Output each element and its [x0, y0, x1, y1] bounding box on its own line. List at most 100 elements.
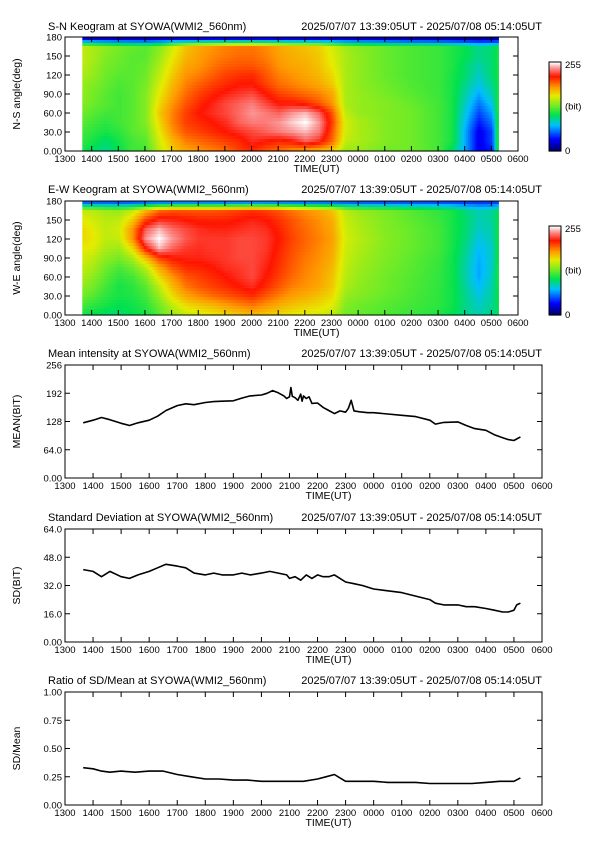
keogram-pixel: [110, 40, 113, 44]
keogram-pixel: [122, 130, 125, 134]
keogram-pixel: [98, 127, 101, 131]
keogram-pixel: [168, 52, 171, 56]
keogram-pixel: [130, 76, 133, 80]
keogram-pixel: [138, 70, 141, 74]
keogram-pixel: [142, 139, 145, 143]
keogram-pixel: [210, 145, 213, 149]
keogram-pixel: [184, 70, 187, 74]
keogram-pixel: [206, 73, 209, 77]
keogram-pixel: [186, 85, 189, 89]
keogram-pixel: [156, 46, 159, 50]
keogram-pixel: [208, 76, 211, 80]
keogram-pixel: [214, 109, 217, 113]
keogram-pixel: [196, 85, 199, 89]
keogram-pixel: [150, 76, 153, 80]
keogram-pixel: [106, 136, 109, 140]
keogram-pixel: [98, 52, 101, 56]
keogram-pixel: [120, 76, 123, 80]
keogram-pixel: [166, 115, 169, 119]
keogram-pixel: [162, 112, 165, 116]
keogram-pixel: [88, 82, 91, 86]
keogram-pixel: [176, 100, 179, 104]
keogram-pixel: [196, 58, 199, 62]
keogram-pixel: [88, 76, 91, 80]
keogram-pixel: [198, 73, 201, 77]
keogram-pixel: [214, 82, 217, 86]
keogram-pixel: [148, 40, 151, 44]
keogram-pixel: [194, 76, 197, 80]
keogram-pixel: [154, 85, 157, 89]
keogram-pixel: [144, 124, 147, 128]
keogram-pixel: [110, 142, 113, 146]
keogram-pixel: [96, 76, 99, 80]
keogram-pixel: [126, 46, 129, 50]
keogram-pixel: [106, 100, 109, 104]
keogram-pixel: [108, 94, 111, 98]
keogram-pixel: [108, 79, 111, 83]
keogram-pixel: [114, 49, 117, 53]
keogram-pixel: [162, 64, 165, 68]
keogram-pixel: [98, 112, 101, 116]
keogram-pixel: [94, 61, 97, 65]
keogram-pixel: [88, 79, 91, 83]
keogram-pixel: [100, 70, 103, 74]
keogram-pixel: [184, 55, 187, 59]
keogram-pixel: [168, 106, 171, 110]
keogram-pixel: [184, 142, 187, 146]
keogram-pixel: [102, 133, 105, 137]
keogram-pixel: [100, 40, 103, 44]
keogram-pixel: [174, 61, 177, 65]
keogram-pixel: [146, 121, 149, 125]
keogram-pixel: [128, 55, 131, 59]
keogram-pixel: [162, 121, 165, 125]
keogram-pixel: [180, 118, 183, 122]
keogram-pixel: [166, 136, 169, 140]
keogram-pixel: [112, 139, 115, 143]
keogram-pixel: [138, 55, 141, 59]
keogram-pixel: [120, 82, 123, 86]
keogram-pixel: [178, 139, 181, 143]
keogram-pixel: [202, 148, 205, 152]
keogram-pixel: [160, 88, 163, 92]
keogram-pixel: [114, 130, 117, 134]
keogram-pixel: [130, 49, 133, 53]
keogram-pixel: [124, 73, 127, 77]
keogram-pixel: [184, 136, 187, 140]
keogram-pixel: [198, 142, 201, 146]
keogram-pixel: [190, 67, 193, 71]
keogram-pixel: [106, 118, 109, 122]
keogram-pixel: [174, 127, 177, 131]
keogram-pixel: [92, 133, 95, 137]
keogram-pixel: [198, 115, 201, 119]
keogram-pixel: [150, 136, 153, 140]
keogram-pixel: [148, 73, 151, 77]
keogram-pixel: [82, 49, 85, 53]
keogram-pixel: [142, 46, 145, 50]
keogram-pixel: [90, 67, 93, 71]
keogram-pixel: [174, 37, 177, 41]
keogram-pixel: [110, 58, 113, 62]
keogram-pixel: [146, 79, 149, 83]
keogram-pixel: [108, 118, 111, 122]
keogram-pixel: [88, 67, 91, 71]
keogram-pixel: [126, 85, 129, 89]
keogram-pixel: [126, 91, 129, 95]
keogram-pixel: [104, 67, 107, 71]
keogram-pixel: [142, 97, 145, 101]
keogram-pixel: [196, 133, 199, 137]
keogram-pixel: [210, 118, 213, 122]
keogram-pixel: [174, 112, 177, 116]
keogram-pixel: [200, 91, 203, 95]
keogram-pixel: [114, 61, 117, 65]
keogram-pixel: [180, 124, 183, 128]
keogram-pixel: [92, 136, 95, 140]
keogram-pixel: [126, 121, 129, 125]
keogram-pixel: [144, 136, 147, 140]
keogram-pixel: [184, 127, 187, 131]
keogram-pixel: [164, 67, 167, 71]
keogram-pixel: [98, 103, 101, 107]
keogram-pixel: [206, 61, 209, 65]
keogram-pixel: [182, 49, 185, 53]
keogram-pixel: [162, 55, 165, 59]
keogram-pixel: [190, 97, 193, 101]
